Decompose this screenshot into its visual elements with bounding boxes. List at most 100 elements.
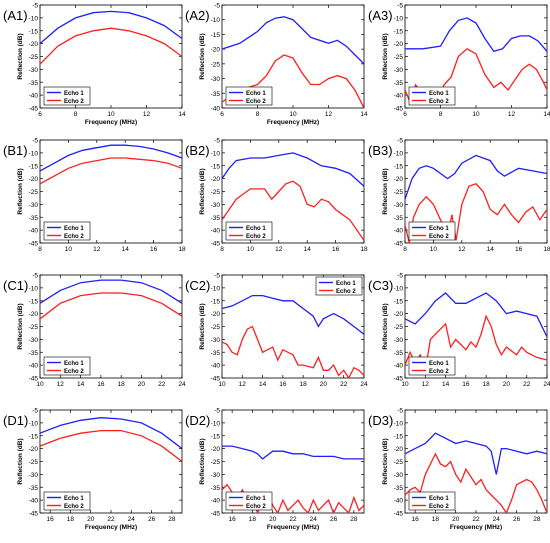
y-tick-label: -10 bbox=[211, 150, 221, 157]
y-tick-label: -20 bbox=[211, 176, 221, 183]
x-tick-label: 12 bbox=[143, 111, 151, 118]
series-line-echo-1 bbox=[222, 16, 364, 65]
x-tick-label: 28 bbox=[350, 516, 358, 523]
y-tick-label: -40 bbox=[211, 228, 221, 235]
x-tick-label: 14 bbox=[178, 111, 186, 118]
panel-a3: (A3) -5 -10 -15 -20 -25 -30 -35 -40 -456 8 10 12 14 Re… bbox=[368, 3, 550, 119]
x-tick-label: 16 bbox=[332, 246, 340, 253]
panel-label: (D1) bbox=[3, 413, 28, 428]
y-tick-label: -45 bbox=[394, 241, 404, 248]
x-tick-label: 18 bbox=[300, 381, 308, 388]
y-tick-label: -35 bbox=[394, 350, 404, 357]
panel-label: (C1) bbox=[3, 278, 28, 293]
series-line-echo-1 bbox=[405, 292, 547, 338]
y-tick-label: -30 bbox=[29, 67, 39, 74]
x-tick-label: 10 bbox=[247, 246, 255, 253]
y-tick-label: -40 bbox=[211, 498, 221, 505]
y-tick-label: -20 bbox=[394, 311, 404, 318]
y-tick-label: -10 bbox=[29, 285, 39, 292]
y-tick-label: -40 bbox=[394, 228, 404, 235]
y-tick-label: -10 bbox=[394, 285, 404, 292]
x-tick-label: 24 bbox=[178, 381, 186, 388]
x-axis-label: Frequency (MHz) bbox=[267, 524, 319, 531]
y-tick-label: -15 bbox=[211, 163, 221, 170]
y-tick-label: -30 bbox=[394, 472, 404, 479]
x-tick-label: 26 bbox=[330, 516, 338, 523]
x-tick-label: 10 bbox=[65, 246, 73, 253]
y-axis-label: Reflection (dB) bbox=[199, 33, 206, 79]
legend-entry: Echo 1 bbox=[246, 496, 266, 502]
series-line-echo-2 bbox=[222, 325, 364, 378]
legend: Echo 1 Echo 2 bbox=[225, 86, 273, 106]
x-tick-label: 6 bbox=[38, 111, 42, 118]
y-tick-label: -30 bbox=[29, 337, 39, 344]
y-axis-label: Reflection (dB) bbox=[199, 438, 206, 484]
x-tick-label: 22 bbox=[340, 381, 348, 388]
y-tick-label: -45 bbox=[394, 376, 404, 383]
x-tick-label: 18 bbox=[249, 516, 257, 523]
y-tick-label: -40 bbox=[394, 498, 404, 505]
x-tick-label: 22 bbox=[158, 381, 166, 388]
y-tick-label: -10 bbox=[29, 150, 39, 157]
x-tick-label: 10 bbox=[430, 246, 438, 253]
y-tick-label: -25 bbox=[211, 189, 221, 196]
y-tick-label: -15 bbox=[211, 298, 221, 305]
y-tick-label: -30 bbox=[29, 202, 39, 209]
x-tick-label: 16 bbox=[462, 381, 470, 388]
y-tick-label: -10 bbox=[29, 15, 39, 22]
y-tick-label: -5 bbox=[397, 138, 403, 145]
series-line-echo-2 bbox=[222, 54, 364, 108]
panel-d2: (D2) -5 -10 -15 -20 -25 -30 -35 -40 -45 16 18 20 22 24… bbox=[185, 408, 365, 531]
panel-label: (A3) bbox=[368, 8, 393, 23]
y-tick-label: -45 bbox=[29, 511, 39, 518]
y-tick-label: -30 bbox=[211, 202, 221, 209]
x-tick-label: 10 bbox=[401, 381, 409, 388]
x-tick-label: 24 bbox=[360, 381, 368, 388]
y-tick-label: -20 bbox=[29, 41, 39, 48]
x-tick-label: 12 bbox=[508, 111, 516, 118]
y-tick-label: -20 bbox=[394, 41, 404, 48]
x-tick-label: 18 bbox=[483, 381, 491, 388]
x-tick-label: 8 bbox=[74, 111, 78, 118]
x-tick-label: 12 bbox=[422, 381, 430, 388]
y-tick-label: -45 bbox=[211, 376, 221, 383]
y-tick-label: -35 bbox=[211, 485, 221, 492]
y-tick-label: -25 bbox=[211, 459, 221, 466]
y-tick-label: -20 bbox=[394, 176, 404, 183]
y-tick-label: -15 bbox=[394, 433, 404, 440]
x-axis-label: Frequency (MHz) bbox=[267, 119, 319, 126]
x-tick-label: 12 bbox=[458, 246, 466, 253]
legend: Echo 1 Echo 2 bbox=[43, 221, 91, 241]
y-axis-label: Reflection (dB) bbox=[382, 438, 389, 484]
y-tick-label: -15 bbox=[29, 163, 39, 170]
legend-entry: Echo 2 bbox=[64, 99, 84, 105]
y-tick-label: -25 bbox=[29, 324, 39, 331]
y-tick-label: -5 bbox=[214, 3, 220, 10]
legend-entry: Echo 2 bbox=[246, 234, 266, 240]
series-line-echo-2 bbox=[222, 180, 364, 241]
legend-entry: Echo 1 bbox=[429, 226, 449, 232]
x-tick-label: 8 bbox=[403, 246, 407, 253]
y-tick-label: -25 bbox=[29, 54, 39, 61]
x-tick-label: 14 bbox=[487, 246, 495, 253]
panel-d3: (D3) -5 -10 -15 -20 -25 -30 -35 -40 -45 16 18 20 22 24… bbox=[368, 408, 548, 531]
series-line-echo-2 bbox=[40, 292, 182, 320]
y-tick-label: -40 bbox=[29, 498, 39, 505]
y-tick-label: -5 bbox=[397, 273, 403, 280]
legend-entry: Echo 2 bbox=[429, 504, 449, 510]
legend: Echo 1 Echo 2 bbox=[43, 356, 91, 376]
panel-a2: (A2) -5 -10 -15 -20 -25 -30 -35 -406 8 10 12 14 Refle… bbox=[185, 3, 368, 127]
y-tick-label: -5 bbox=[214, 408, 220, 415]
legend-entry: Echo 1 bbox=[246, 91, 266, 97]
y-tick-label: -45 bbox=[211, 241, 221, 248]
y-tick-label: -25 bbox=[394, 189, 404, 196]
series-line-echo-1 bbox=[40, 10, 182, 45]
x-tick-label: 24 bbox=[128, 516, 136, 523]
y-axis-label: Reflection (dB) bbox=[199, 168, 206, 214]
series-line-echo-1 bbox=[222, 445, 364, 460]
y-tick-label: -30 bbox=[394, 202, 404, 209]
y-tick-label: -45 bbox=[394, 106, 404, 113]
